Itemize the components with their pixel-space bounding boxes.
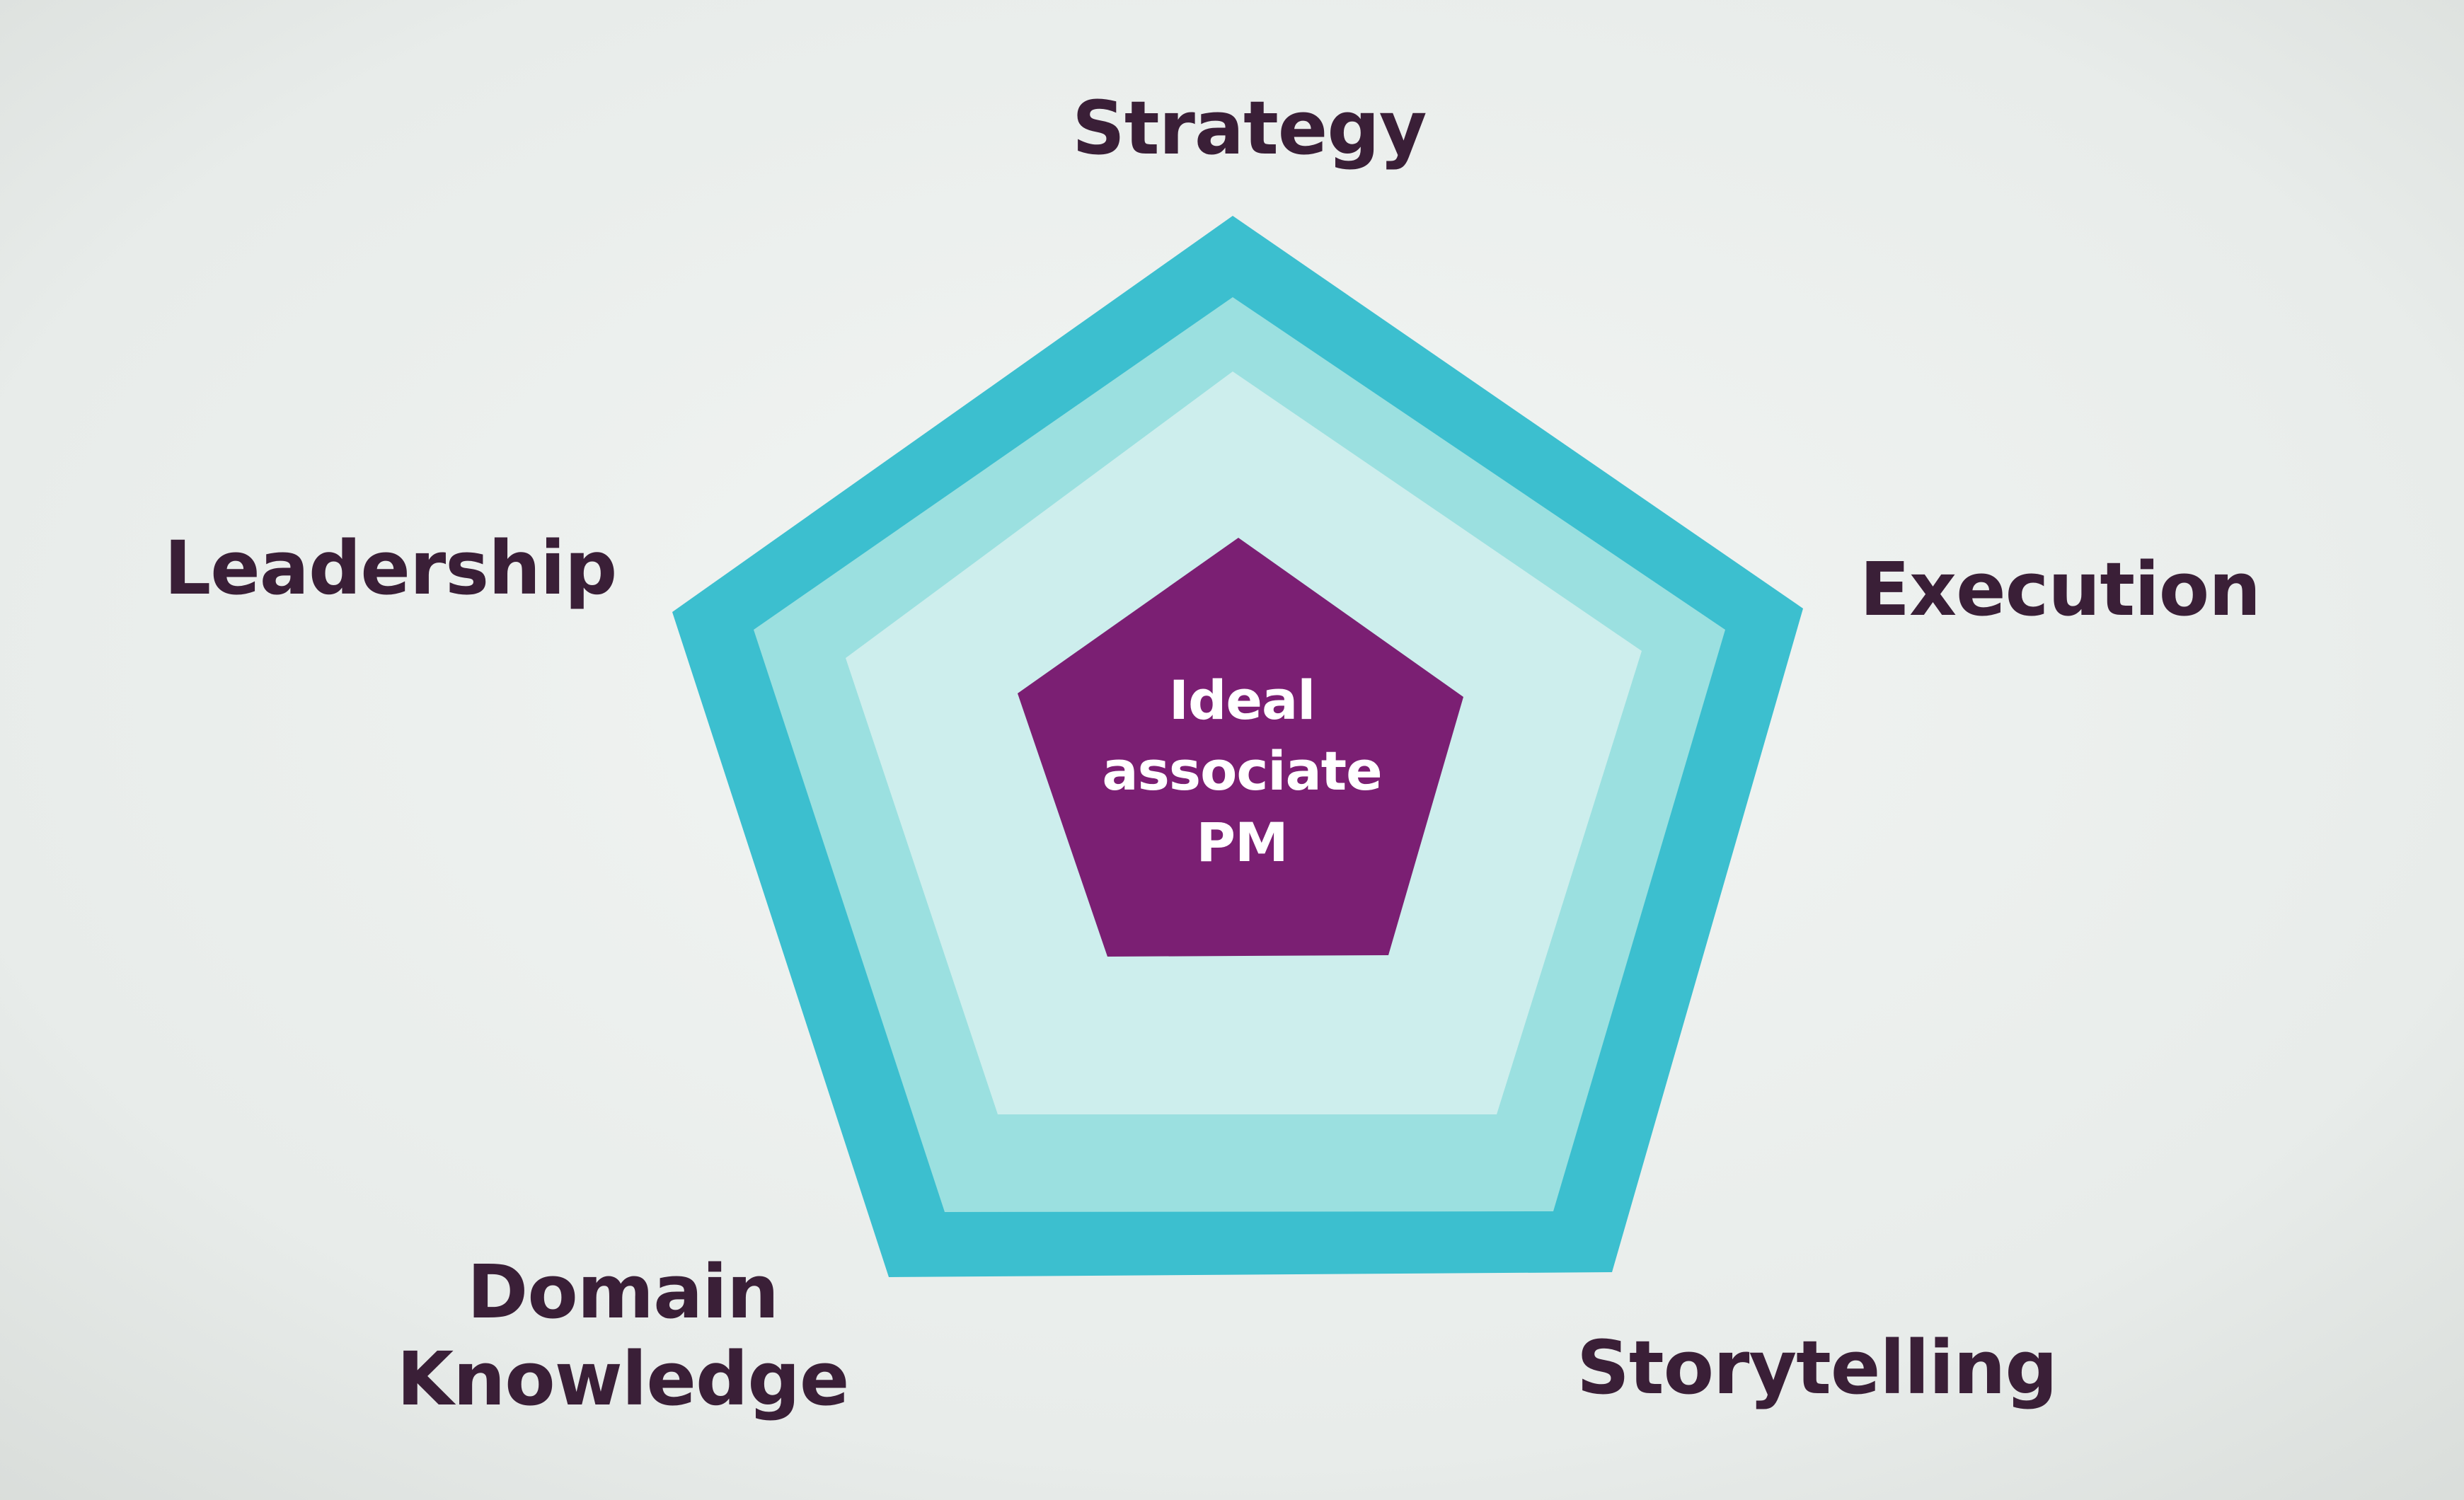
label-domain-line2: Knowledge: [396, 1335, 850, 1422]
label-storytelling: Storytelling: [1577, 1325, 2058, 1411]
label-leadership: Leadership: [164, 525, 617, 611]
center-label: Ideal associate PM: [1069, 665, 1415, 878]
label-strategy: Strategy: [1072, 85, 1427, 171]
center-label-line2: associate: [1102, 739, 1382, 803]
center-label-line1: Ideal: [1168, 669, 1316, 732]
center-label-line3: PM: [1196, 810, 1288, 874]
label-domain-line1: Domain: [466, 1249, 779, 1335]
center-pentagon: [1018, 538, 1463, 957]
label-domain-knowledge: Domain Knowledge: [396, 1249, 850, 1422]
label-execution: Execution: [1860, 546, 2261, 633]
